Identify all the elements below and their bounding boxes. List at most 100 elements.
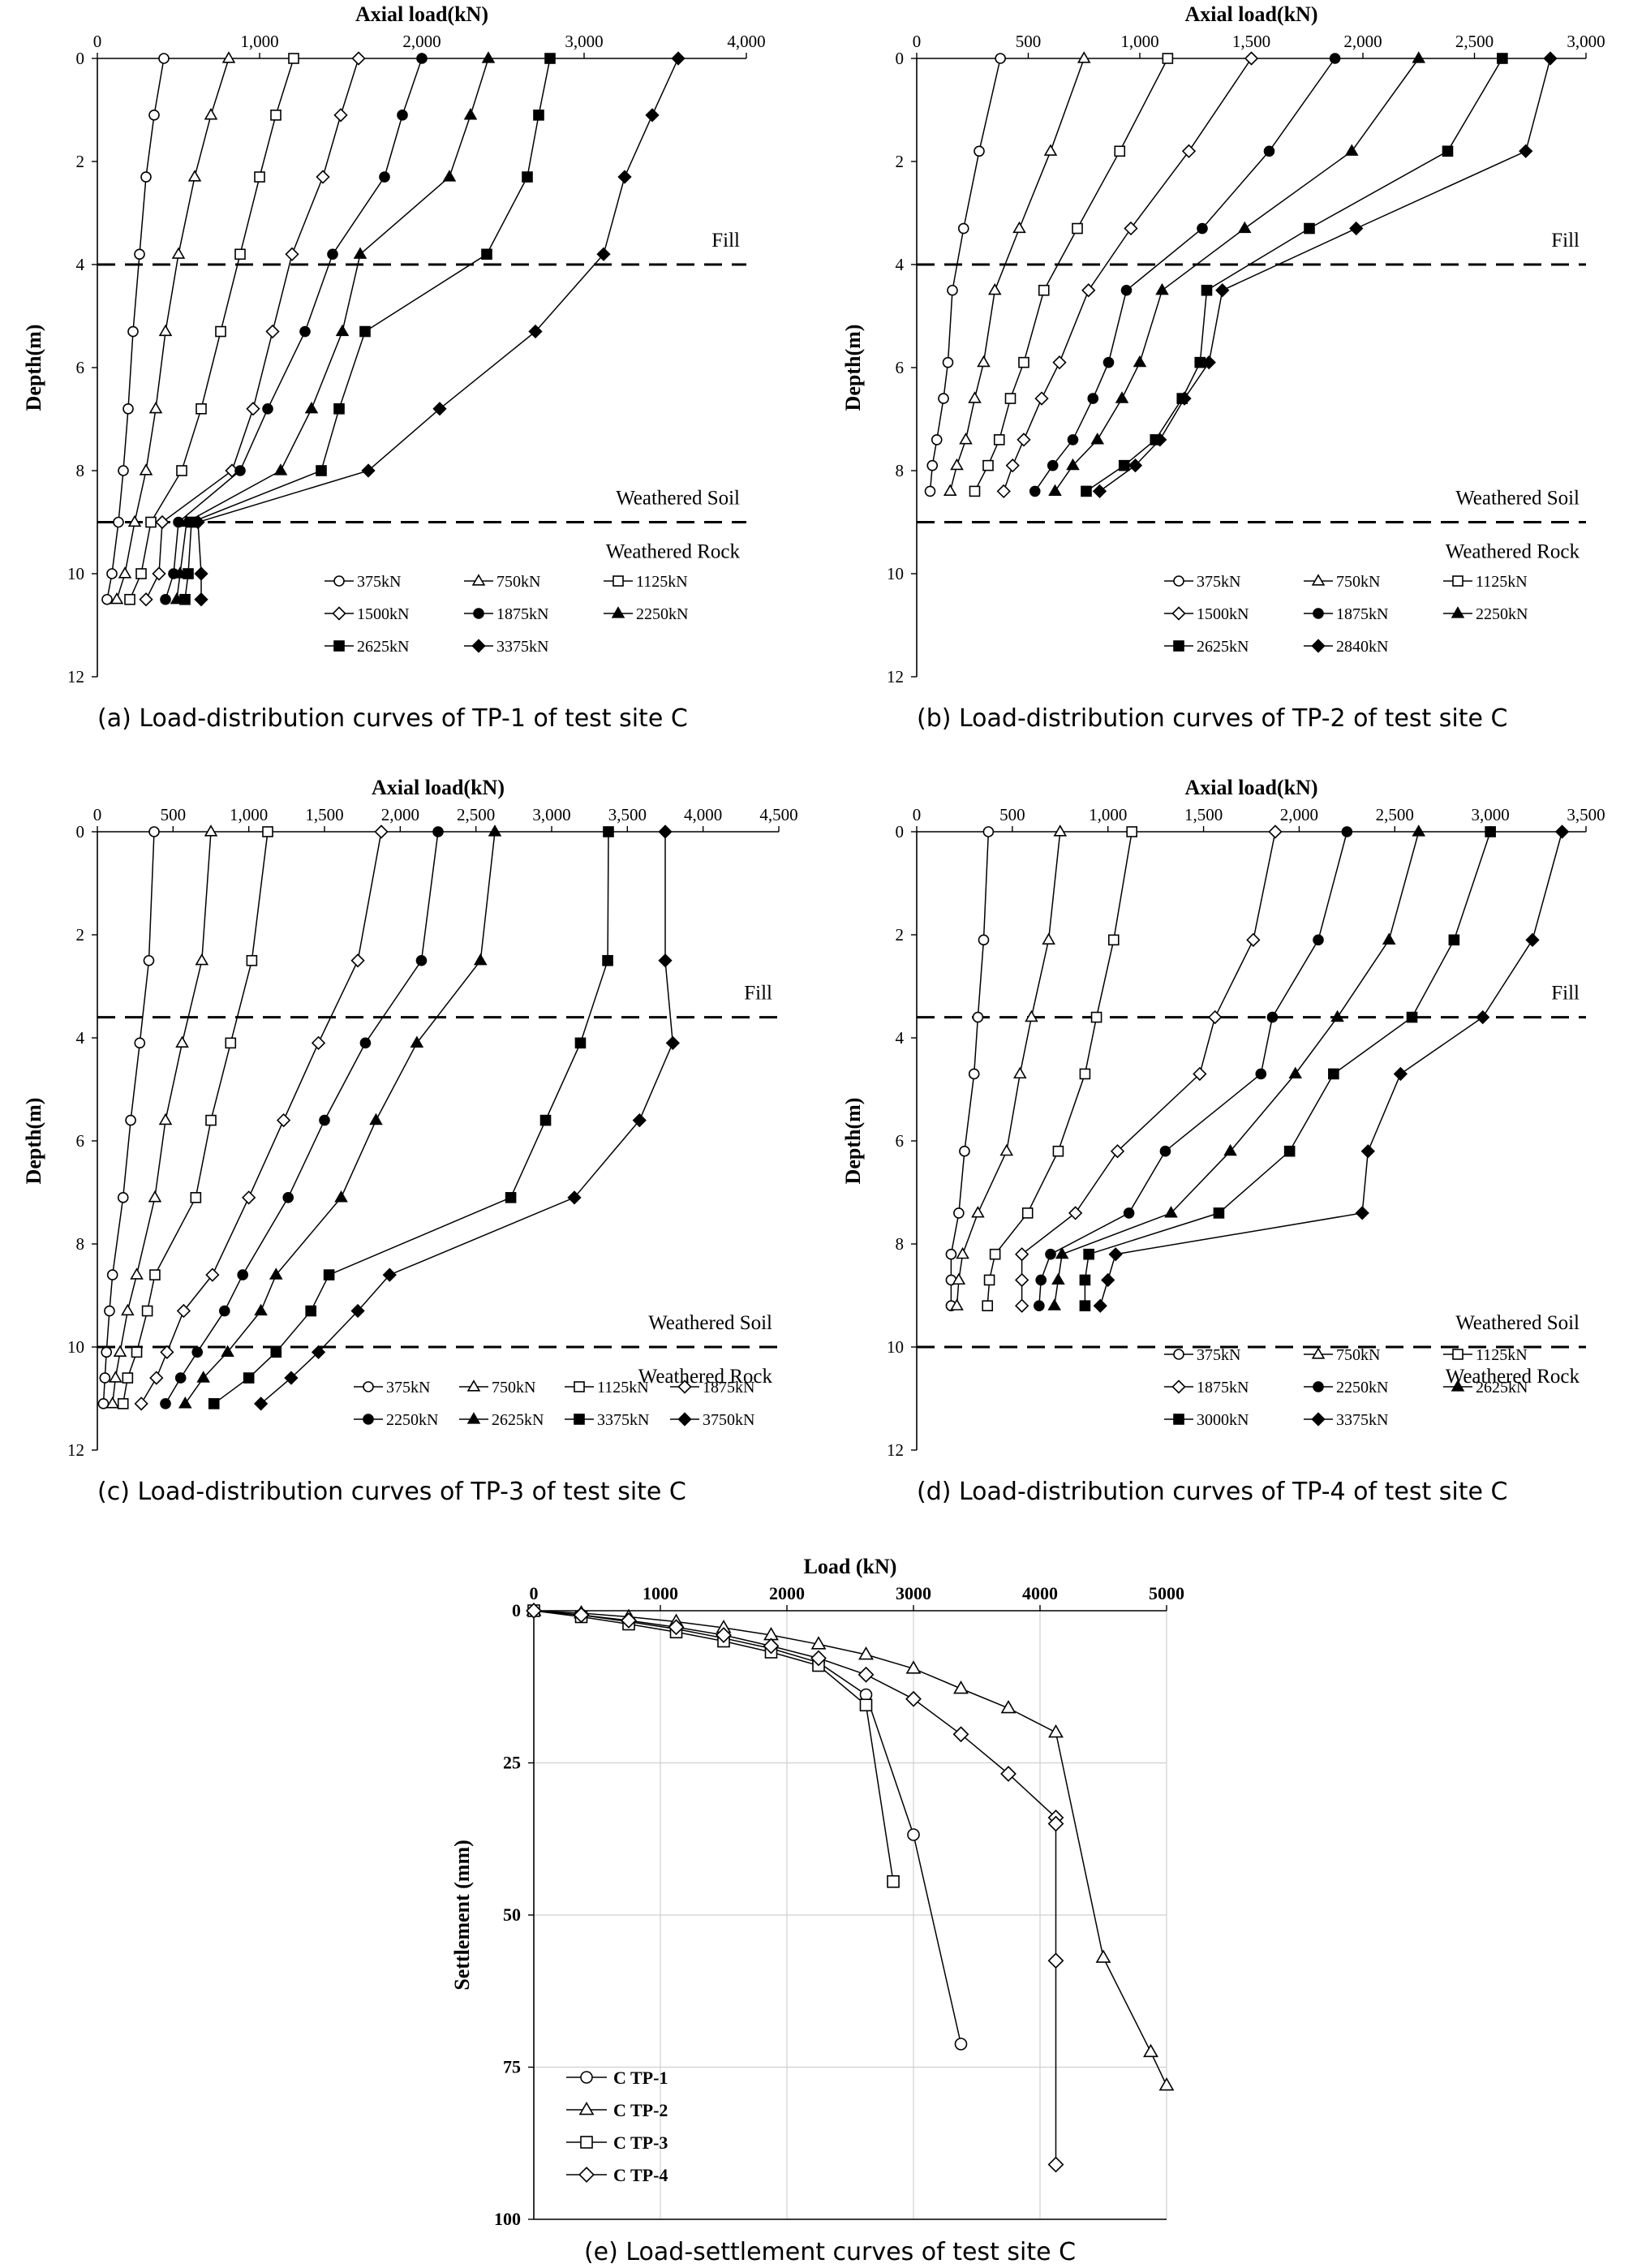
data-point-a-0 — [134, 248, 145, 260]
data-point-b-3 — [1081, 283, 1096, 298]
data-point-a-0 — [127, 325, 139, 338]
data-point-b-0 — [957, 222, 969, 235]
legend-label: C TP-4 — [613, 2165, 668, 2185]
series-line-c-5 — [184, 831, 496, 1405]
data-point-a-4 — [234, 465, 246, 476]
data-point-b-4 — [1120, 284, 1133, 296]
data-point-d-6 — [1328, 1068, 1339, 1080]
x-tick-label: 3,000 — [532, 805, 570, 824]
legend-marker — [473, 608, 484, 619]
data-point-a-6 — [544, 53, 556, 64]
legend-marker — [471, 574, 486, 586]
data-point-d-1 — [971, 1206, 985, 1218]
data-point-c-2 — [149, 1269, 161, 1280]
data-point-b-3 — [1124, 221, 1138, 236]
data-point-a-2 — [254, 171, 265, 183]
series-line-c-2 — [122, 831, 269, 1404]
data-point-d-5 — [1412, 824, 1426, 837]
data-point-b-0 — [924, 485, 936, 497]
data-point-a-2 — [176, 465, 187, 476]
legend-label: 1875kN — [1336, 605, 1388, 623]
data-point-d-1 — [956, 1246, 969, 1259]
data-point-a-1 — [127, 514, 142, 527]
caption-c: (c) Load-distribution curves of TP-3 of … — [97, 1478, 686, 1506]
x-tick-label: 3,000 — [1567, 32, 1605, 51]
legend-label: 2250kN — [1476, 605, 1528, 623]
y-tick-label: 6 — [896, 1131, 905, 1151]
x-tick-label: 1,500 — [1184, 805, 1223, 824]
data-point-d-7 — [1476, 1009, 1490, 1025]
legend-marker — [580, 2071, 593, 2084]
data-point-c-7 — [658, 824, 673, 839]
data-point-c-1 — [158, 1112, 173, 1125]
y-tick-label: 12 — [67, 1440, 84, 1460]
data-point-a-6 — [359, 325, 371, 338]
data-point-c-6 — [270, 1346, 282, 1358]
x-tick-label: 1,000 — [1089, 805, 1127, 824]
x-tick-label: 3000 — [896, 1583, 931, 1603]
data-point-d-2 — [982, 1300, 994, 1311]
data-point-c-6 — [323, 1269, 335, 1280]
data-point-d-7 — [1554, 824, 1570, 839]
data-point-a-3 — [265, 324, 280, 339]
data-point-a-3 — [316, 170, 330, 184]
data-point-a-1 — [139, 463, 153, 476]
data-point-b-1 — [959, 433, 973, 445]
legend-label: 2625kN — [1197, 638, 1249, 656]
data-point-a-5 — [463, 108, 478, 120]
x-tick-label: 1,000 — [230, 805, 268, 824]
data-point-b-6 — [1497, 53, 1508, 64]
legend-marker — [1451, 606, 1465, 618]
data-point-e-3 — [763, 1638, 780, 1655]
x-tick-label: 4,500 — [759, 805, 797, 824]
legend-label: C TP-1 — [613, 2068, 668, 2088]
x-tick-label: 0 — [93, 32, 102, 51]
y-tick-label: 0 — [896, 822, 905, 841]
data-point-a-4 — [379, 171, 390, 183]
y-tick-label: 10 — [887, 1337, 904, 1357]
data-point-c-4 — [359, 1037, 372, 1049]
series-line-c-3 — [140, 831, 382, 1405]
data-point-a-7 — [645, 108, 660, 123]
data-point-b-3 — [1244, 51, 1259, 66]
data-point-e-3 — [857, 1666, 875, 1683]
data-point-c-7 — [658, 953, 673, 968]
data-point-e-2 — [887, 1874, 900, 1888]
x-tick-label: 1,000 — [240, 32, 278, 51]
layer-label-bottom: Weathered Rock — [1446, 541, 1580, 563]
x-tick-label: 2,000 — [381, 805, 419, 824]
x-tick-label: 0 — [913, 805, 922, 824]
data-point-a-5 — [481, 51, 496, 63]
data-point-d-5 — [1164, 1206, 1178, 1218]
y-axis-title: Depth(m) — [22, 325, 45, 411]
data-point-b-4 — [1263, 145, 1275, 157]
data-point-c-1 — [130, 1267, 144, 1280]
series-line-e-0 — [533, 1610, 962, 2045]
data-point-b-3 — [1052, 355, 1067, 370]
legend-label: C TP-3 — [613, 2132, 668, 2153]
data-point-d-1 — [1025, 1009, 1038, 1022]
data-point-a-7 — [432, 402, 447, 416]
data-point-c-5 — [473, 953, 488, 966]
data-point-c-4 — [160, 1398, 171, 1409]
data-point-b-0 — [995, 53, 1006, 64]
data-point-b-3 — [1005, 458, 1020, 473]
data-point-e-1 — [905, 1660, 922, 1674]
legend-label: 2625kN — [357, 638, 409, 656]
data-point-d-6 — [1283, 1145, 1296, 1157]
data-point-d-5 — [1382, 932, 1396, 945]
data-point-a-2 — [215, 325, 226, 338]
legend-label: 1500kN — [357, 605, 409, 623]
data-point-d-5 — [1288, 1066, 1302, 1079]
data-point-d-3 — [1268, 824, 1283, 839]
legend-label: 1125kN — [597, 1379, 649, 1397]
data-point-e-3 — [810, 1650, 827, 1667]
legend-marker — [580, 2136, 593, 2149]
data-point-a-5 — [442, 170, 457, 182]
data-point-c-3 — [374, 824, 389, 839]
data-point-c-7 — [382, 1267, 397, 1282]
data-point-a-1 — [148, 401, 163, 414]
data-point-c-6 — [243, 1372, 255, 1384]
data-point-a-7 — [671, 51, 686, 66]
data-point-a-6 — [481, 248, 492, 260]
